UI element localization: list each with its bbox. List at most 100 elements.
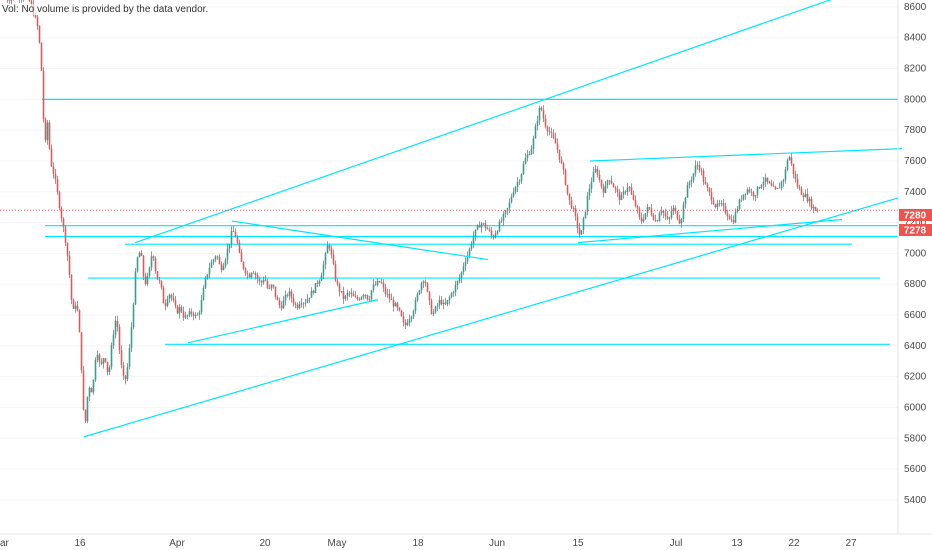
candle-body[interactable] <box>678 219 681 224</box>
trendline[interactable] <box>577 218 843 244</box>
candle-body[interactable] <box>490 230 493 236</box>
candle-body[interactable] <box>762 181 765 186</box>
candle-body[interactable] <box>664 212 667 217</box>
candle-body[interactable] <box>670 211 673 218</box>
candle-body[interactable] <box>200 299 203 313</box>
candle-body[interactable] <box>432 312 435 314</box>
candle-body[interactable] <box>690 180 693 183</box>
candle-body[interactable] <box>726 213 729 217</box>
candle-body[interactable] <box>622 191 625 195</box>
candle-body[interactable] <box>218 256 221 264</box>
candle-body[interactable] <box>732 220 735 223</box>
candle-body[interactable] <box>632 194 635 200</box>
candle-body[interactable] <box>558 149 561 160</box>
candle-body[interactable] <box>804 193 807 198</box>
candle-body[interactable] <box>302 303 305 305</box>
candle-body[interactable] <box>392 299 395 307</box>
candle-body[interactable] <box>420 282 423 291</box>
candle-body[interactable] <box>484 223 487 229</box>
candle-body[interactable] <box>146 275 149 284</box>
candle-body[interactable] <box>42 70 45 120</box>
candle-body[interactable] <box>588 188 591 196</box>
trendline[interactable] <box>589 148 903 162</box>
candle-body[interactable] <box>576 216 579 228</box>
candle-body[interactable] <box>644 213 647 220</box>
candle-body[interactable] <box>126 366 129 379</box>
candle-body[interactable] <box>292 298 295 304</box>
trendline[interactable] <box>83 197 899 438</box>
candle-body[interactable] <box>138 252 141 258</box>
candle-body[interactable] <box>494 233 497 238</box>
candle-body[interactable] <box>62 218 65 227</box>
candle-body[interactable] <box>520 174 523 182</box>
candle-body[interactable] <box>712 200 715 205</box>
candle-body[interactable] <box>144 276 147 284</box>
candle-body[interactable] <box>304 302 307 304</box>
candle-body[interactable] <box>742 194 745 200</box>
candle-body[interactable] <box>658 212 661 222</box>
candle-body[interactable] <box>772 185 775 187</box>
candle-body[interactable] <box>546 126 549 132</box>
trendlines[interactable] <box>83 0 903 438</box>
candle-body[interactable] <box>752 192 755 197</box>
candle-body[interactable] <box>472 236 475 244</box>
candle-body[interactable] <box>254 273 257 276</box>
candle-body[interactable] <box>424 281 427 284</box>
candle-body[interactable] <box>806 193 809 202</box>
price-axis[interactable]: 8600 8400 8200 8000 7800 7600 7400 7200 7000 6800… <box>904 2 927 506</box>
candle-body[interactable] <box>194 315 197 316</box>
candle-body[interactable] <box>526 154 529 159</box>
candle-body[interactable] <box>740 199 743 201</box>
candle-body[interactable] <box>330 248 333 255</box>
candle-body[interactable] <box>328 245 331 249</box>
candle-body[interactable] <box>680 219 683 224</box>
candle-body[interactable] <box>676 211 679 220</box>
candle-body[interactable] <box>124 375 127 379</box>
candle-body[interactable] <box>578 227 581 235</box>
candle-body[interactable] <box>76 305 79 311</box>
candle-body[interactable] <box>170 294 173 298</box>
candle-body[interactable] <box>532 138 535 149</box>
candle-body[interactable] <box>266 280 269 289</box>
candle-body[interactable] <box>202 287 205 300</box>
candle-body[interactable] <box>568 193 571 201</box>
candle-body[interactable] <box>440 299 443 305</box>
candle-body[interactable] <box>510 196 513 203</box>
candle-body[interactable] <box>28 0 31 2</box>
candle-body[interactable] <box>474 229 477 237</box>
candle-body[interactable] <box>564 169 567 185</box>
candle-body[interactable] <box>100 361 103 364</box>
candle-body[interactable] <box>336 280 339 285</box>
candle-body[interactable] <box>224 259 227 267</box>
candle-body[interactable] <box>638 208 641 218</box>
candle-body[interactable] <box>580 230 583 235</box>
candle-body[interactable] <box>600 179 603 187</box>
candle-body[interactable] <box>606 180 609 186</box>
candle-body[interactable] <box>412 311 415 317</box>
candle-body[interactable] <box>508 202 511 209</box>
candle-body[interactable] <box>738 199 741 210</box>
candle-body[interactable] <box>650 208 653 215</box>
candle-body[interactable] <box>810 198 813 209</box>
candle-body[interactable] <box>174 300 177 307</box>
candle-body[interactable] <box>70 274 73 300</box>
candle-body[interactable] <box>458 278 461 282</box>
candle-body[interactable] <box>362 295 365 297</box>
candle-body[interactable] <box>808 198 811 202</box>
candle-body[interactable] <box>698 165 701 171</box>
candle-body[interactable] <box>368 299 371 300</box>
candle-body[interactable] <box>230 231 233 244</box>
candle-body[interactable] <box>268 288 271 289</box>
candle-body[interactable] <box>428 291 431 301</box>
candle-body[interactable] <box>252 272 255 274</box>
candle-body[interactable] <box>388 293 391 299</box>
candle-body[interactable] <box>86 396 89 422</box>
candle-body[interactable] <box>394 303 397 307</box>
candle-body[interactable] <box>760 185 763 188</box>
candle-body[interactable] <box>530 148 533 155</box>
candle-body[interactable] <box>360 296 363 300</box>
candle-body[interactable] <box>238 242 241 253</box>
candle-body[interactable] <box>332 254 335 265</box>
candle-body[interactable] <box>630 187 633 195</box>
candle-body[interactable] <box>44 119 47 141</box>
